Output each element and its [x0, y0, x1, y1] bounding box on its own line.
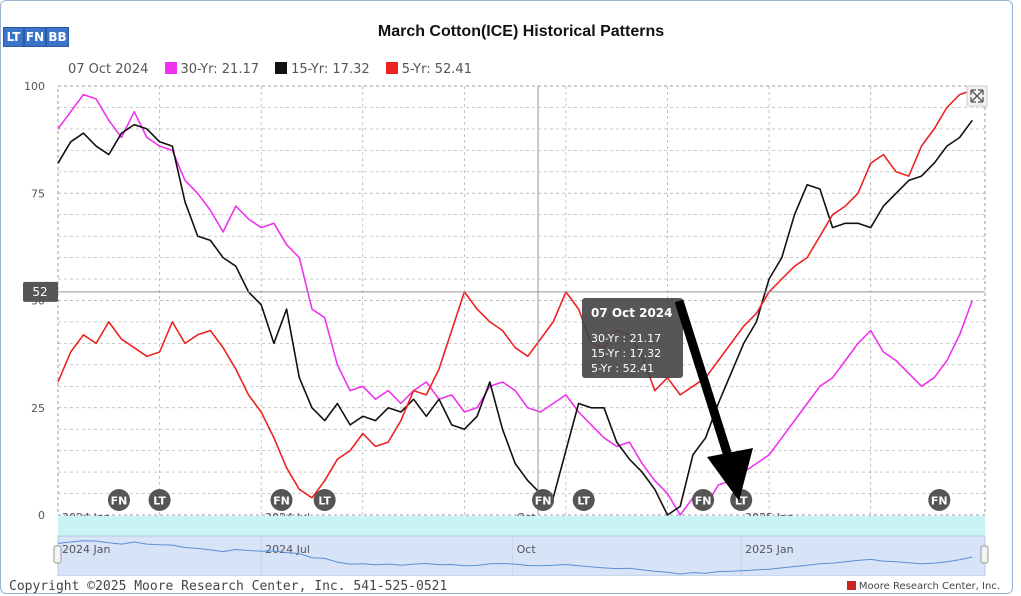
- legend-item-30yr[interactable]: 30-Yr: 21.17: [164, 62, 259, 77]
- legend-label-5yr: 5-Yr: 52.41: [401, 62, 472, 77]
- navigator[interactable]: 2024 Jan 2024 Jul Oct 2025 Jan: [53, 516, 989, 576]
- navigator-label: Oct: [517, 543, 537, 556]
- event-markers: FN LT FN LT FN LT FN LT FN: [107, 489, 951, 511]
- marker-label: FN: [111, 495, 128, 508]
- legend-label-15yr: 15-Yr: 17.32: [291, 62, 370, 77]
- y-tick-label: 0: [38, 509, 45, 522]
- y-tick-label: 25: [31, 402, 45, 415]
- chart-title: March Cotton(ICE) Historical Patterns: [377, 23, 665, 40]
- navigator-handle-right[interactable]: [980, 545, 989, 564]
- y-tick-label: 75: [31, 187, 45, 200]
- marker-lt-icon: [572, 489, 595, 511]
- navigator-handle-left[interactable]: [53, 545, 62, 564]
- tooltip-box: [582, 298, 683, 378]
- fullscreen-icon[interactable]: [966, 85, 988, 107]
- marker-label: LT: [153, 495, 166, 508]
- copyright-text: Copyright ©2025 Moore Research Center, I…: [9, 579, 448, 594]
- fn-toggle-button[interactable]: FN: [24, 27, 46, 47]
- arrow-head-icon: [707, 448, 753, 501]
- grid: [57, 85, 986, 516]
- y-tick-label: 100: [24, 80, 45, 93]
- legend-swatch-15yr: [275, 62, 288, 74]
- navigator-highlight-band: [58, 516, 985, 536]
- marker-label: FN: [695, 495, 712, 508]
- tooltip-line-5yr: 5-Yr : 52.41: [591, 362, 654, 375]
- series-line-15-yr: [57, 119, 973, 516]
- navigator-label: 2025 Jan: [745, 543, 793, 556]
- brand-logo-icon: [846, 581, 856, 590]
- navigator-series-line: [57, 540, 973, 575]
- brand[interactable]: Moore Research Center, Inc.: [846, 581, 1000, 592]
- navigator-label: 2024 Jul: [265, 543, 310, 556]
- marker-fn-icon: [532, 489, 555, 511]
- brand-name: Moore Research Center, Inc.: [858, 581, 1000, 592]
- series-line-5-yr: [57, 89, 973, 499]
- legend-label-30yr: 30-Yr: 21.17: [180, 62, 259, 77]
- legend-swatch-5yr: [385, 62, 398, 74]
- marker-fn-icon: [107, 489, 130, 511]
- legend-date: 07 Oct 2024: [68, 62, 149, 77]
- tooltip-line-30yr: 30-Yr : 21.17: [591, 332, 661, 345]
- marker-label: FN: [931, 495, 948, 508]
- legend-item-15yr[interactable]: 15-Yr: 17.32: [275, 62, 370, 77]
- marker-label: LT: [577, 495, 590, 508]
- navigator-label: 2024 Jan: [62, 543, 110, 556]
- legend: 07 Oct 2024 30-Yr: 21.17 15-Yr: 17.32 5-…: [68, 62, 484, 77]
- tooltip: 07 Oct 2024 30-Yr : 21.17 15-Yr : 17.32 …: [582, 298, 683, 378]
- marker-label: FN: [273, 495, 290, 508]
- tooltip-line-15yr: 15-Yr : 17.32: [591, 347, 661, 360]
- tooltip-date: 07 Oct 2024: [591, 306, 673, 320]
- series-lines: [57, 89, 974, 516]
- marker-label: FN: [535, 495, 552, 508]
- crosshair-y-label-box: [23, 281, 58, 302]
- legend-item-5yr[interactable]: 5-Yr: 52.41: [385, 62, 472, 77]
- lt-toggle-button[interactable]: LT: [3, 27, 24, 47]
- arrow-shaft: [674, 299, 734, 461]
- marker-label: LT: [318, 495, 331, 508]
- crosshair-y-label: 52: [32, 285, 47, 299]
- legend-swatch-30yr: [164, 62, 177, 74]
- crosshair: 52: [23, 86, 985, 515]
- navigator-window[interactable]: [57, 535, 986, 576]
- marker-fn-icon: [270, 489, 293, 511]
- marker-fn-icon: [928, 489, 951, 511]
- bb-toggle-button[interactable]: BB: [46, 27, 69, 47]
- marker-lt-icon: [148, 489, 171, 511]
- marker-lt-icon: [313, 489, 336, 511]
- marker-fn-icon: [692, 489, 715, 511]
- annotation-arrow: [674, 299, 753, 501]
- series-line-30-yr: [57, 93, 974, 516]
